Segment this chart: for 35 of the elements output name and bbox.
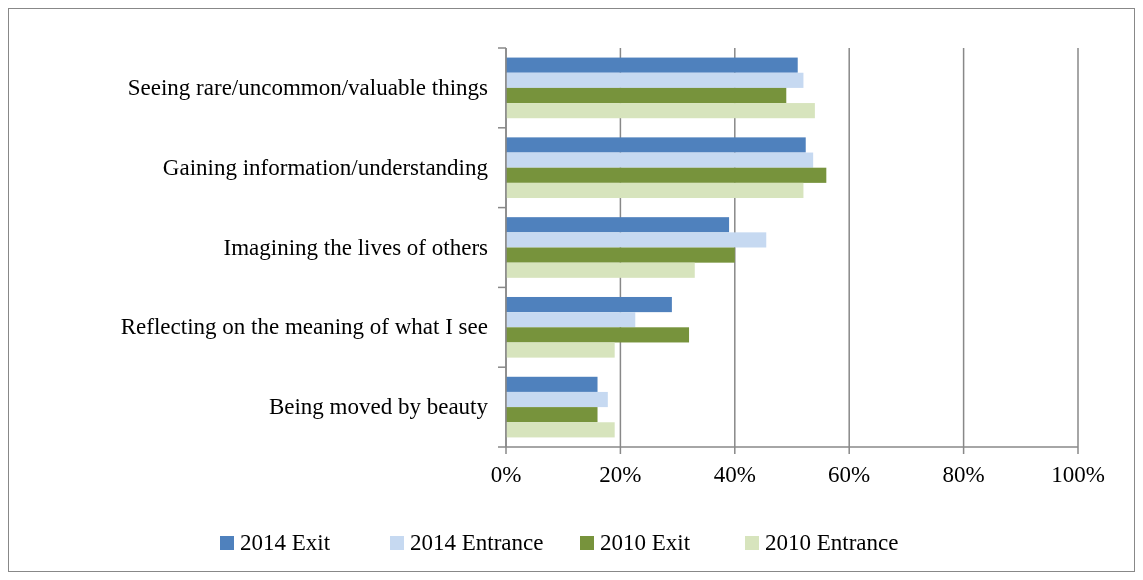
bar [506, 87, 787, 104]
bar [506, 312, 636, 328]
bar [506, 217, 730, 233]
bar [506, 152, 814, 168]
x-tick-label: 80% [942, 462, 985, 487]
legend-label: 2010 Exit [600, 530, 691, 555]
legend-label: 2014 Exit [240, 530, 331, 555]
bar [506, 232, 767, 248]
y-tick-label: Seeing rare/uncommon/valuable things [127, 74, 489, 100]
y-tick-label: Being moved by beauty [268, 394, 489, 420]
bar [506, 342, 615, 358]
x-tick-label: 100% [1051, 462, 1105, 487]
x-tick-label: 0% [490, 462, 522, 487]
y-tick-label: Reflecting on the meaning of what I see [120, 314, 488, 340]
bar [506, 391, 608, 408]
x-tick-label: 60% [828, 462, 871, 487]
legend-label: 2014 Entrance [410, 530, 544, 555]
bar [506, 247, 735, 263]
legend-label: 2010 Entrance [765, 530, 899, 555]
bar [506, 376, 598, 392]
bar [506, 103, 815, 119]
bar [506, 182, 804, 199]
bar [506, 167, 827, 183]
bar [506, 137, 806, 153]
bar [506, 296, 672, 313]
x-tick-label: 20% [599, 462, 642, 487]
bar [506, 422, 615, 438]
x-tick-label: 40% [713, 462, 756, 487]
y-tick-label: Gaining information/understanding [162, 154, 489, 180]
bar [506, 327, 690, 343]
bar [506, 72, 804, 88]
bar [506, 57, 798, 73]
bar [506, 262, 695, 278]
y-tick-label: Imagining the lives of others [223, 234, 489, 260]
bar [506, 407, 598, 423]
